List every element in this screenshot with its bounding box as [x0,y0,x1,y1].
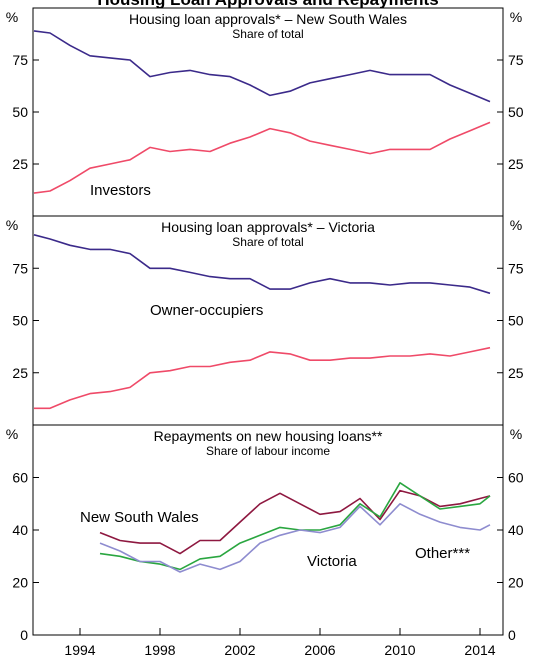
y-tick-label: 60 [508,470,524,486]
panel-title: Housing loan approvals* – New South Wale… [129,11,407,27]
series-line [33,30,491,103]
y-unit: % [6,217,18,233]
series-line [34,346,491,410]
x-tick-label: 1998 [144,642,175,658]
y-tick-label: 20 [508,575,524,591]
y-tick-label: 50 [12,104,28,120]
y-unit: % [510,217,522,233]
panel-subtitle: Share of total [232,235,303,249]
y-tick-label: 0 [20,627,28,643]
series-line [99,489,491,555]
y-tick-label: 25 [12,156,28,172]
series-line [33,234,491,295]
x-tick-label: 2006 [304,642,335,658]
series-label: Other*** [415,545,470,562]
y-tick-label: 75 [508,260,524,276]
x-tick-label: 2002 [224,642,255,658]
y-tick-label: 75 [508,52,524,68]
page-title: Housing Loan Approvals and Repayments [97,0,438,9]
y-tick-label: 25 [508,156,524,172]
y-unit: % [510,426,522,442]
panel-subtitle: Share of labour income [206,444,330,458]
y-tick-label: 40 [12,522,28,538]
y-tick-label: 25 [508,365,524,381]
x-tick-label: 2010 [384,642,415,658]
y-tick-label: 50 [508,104,524,120]
series-line [33,121,491,194]
y-tick-label: 75 [12,52,28,68]
y-tick-label: 25 [12,365,28,381]
y-unit: % [510,9,522,25]
y-unit: % [6,9,18,25]
y-tick-label: 60 [12,470,28,486]
panel-subtitle: Share of total [232,27,303,41]
y-tick-label: 75 [12,260,28,276]
panel-title: Repayments on new housing loans** [154,428,383,444]
series-label: Victoria [307,553,357,570]
y-tick-label: 50 [508,313,524,329]
series-label: Investors [90,182,151,199]
y-tick-label: 50 [12,313,28,329]
x-tick-label: 2014 [464,642,495,658]
y-unit: % [6,426,18,442]
panel-title: Housing loan approvals* – Victoria [161,219,375,235]
y-tick-label: 20 [12,575,28,591]
series-label: Owner-occupiers [150,302,263,319]
series-line [99,503,491,573]
y-tick-label: 0 [508,627,516,643]
y-tick-label: 40 [508,522,524,538]
x-tick-label: 1994 [64,642,95,658]
series-label: New South Wales [80,509,199,526]
